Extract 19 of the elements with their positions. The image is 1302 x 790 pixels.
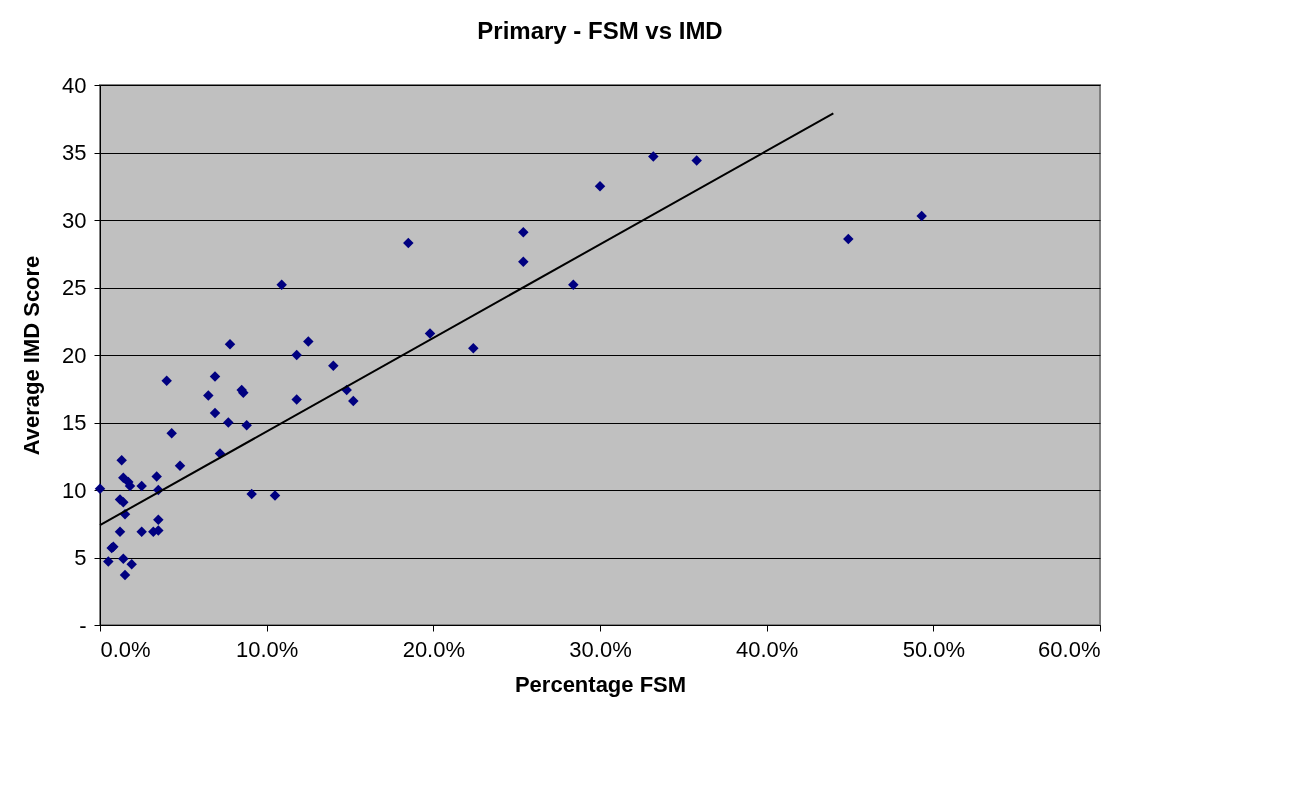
x-tick-label: 10.0% <box>235 636 299 662</box>
x-tick-label: 40.0% <box>735 636 799 662</box>
y-tick-label: 5 <box>74 545 87 570</box>
y-tick-label: 20 <box>62 342 87 368</box>
x-tick-label: 30.0% <box>569 636 632 662</box>
y-tick-label: 25 <box>62 275 87 300</box>
y-tick-label: 15 <box>62 410 87 435</box>
x-axis-title: Percentage FSM <box>514 671 687 697</box>
y-tick-label: 30 <box>62 207 87 233</box>
x-tick-label: 60.0% <box>1038 636 1101 662</box>
x-tick-label: 20.0% <box>402 636 466 662</box>
y-axis-title: Average IMD Score <box>19 255 45 456</box>
chart-title: Primary - FSM vs IMD <box>477 17 723 44</box>
y-tick-label: 35 <box>62 140 87 165</box>
x-tick-label: 50.0% <box>902 636 966 662</box>
y-tick-label: 40 <box>62 72 87 98</box>
y-tick-label: - <box>79 612 87 638</box>
x-tick-label: 0.0% <box>100 636 151 662</box>
y-tick-label: 10 <box>62 477 87 503</box>
